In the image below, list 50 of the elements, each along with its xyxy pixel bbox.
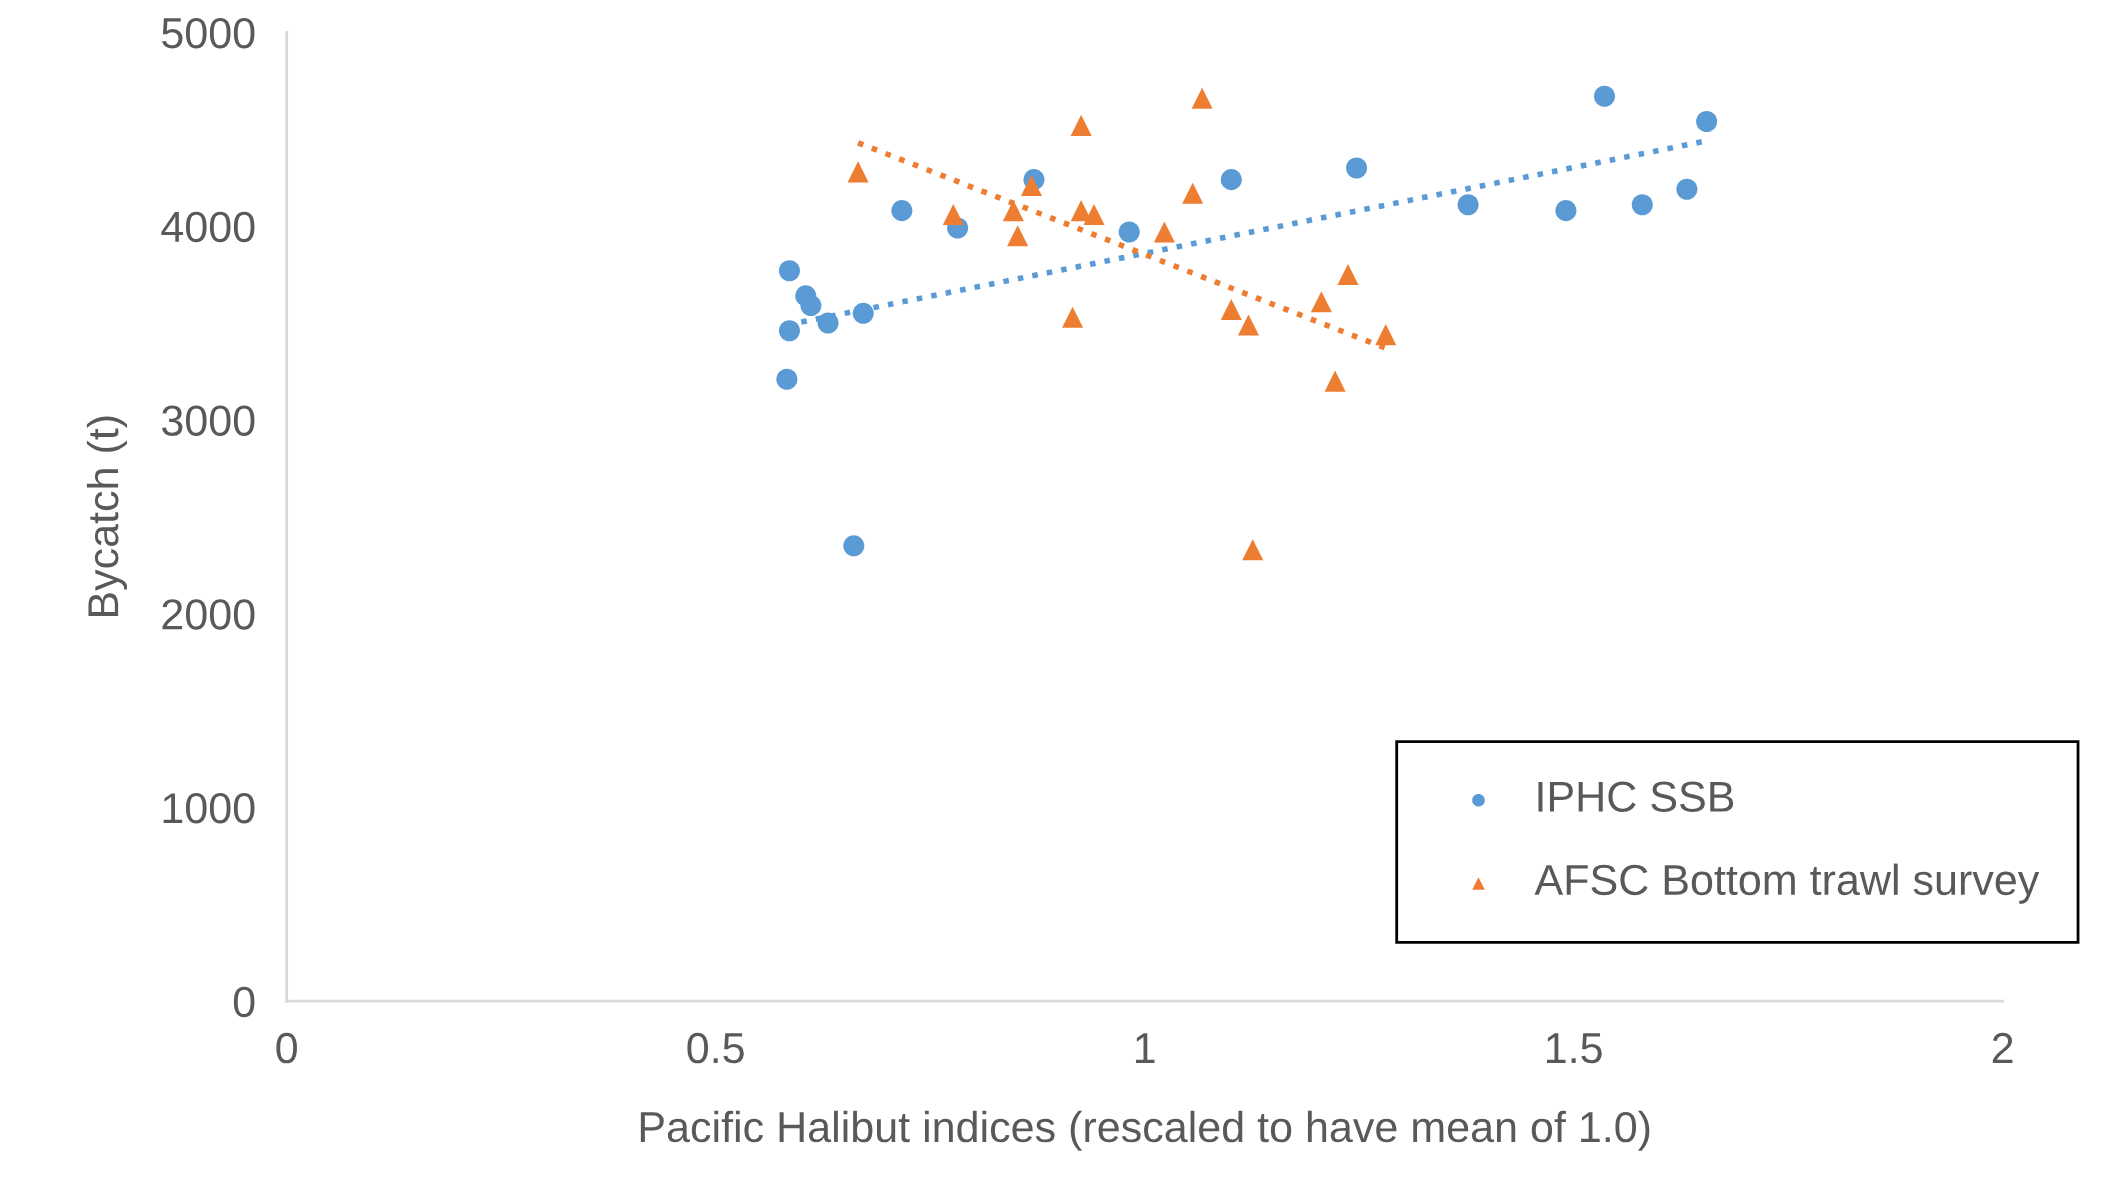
point <box>1593 85 1616 107</box>
y-tick-label: 0 <box>233 986 255 1018</box>
point <box>942 203 964 226</box>
x-tick-label: 1.5 <box>1546 1033 1602 1064</box>
point <box>1375 324 1397 346</box>
point <box>778 260 800 282</box>
x-tick-label: 0.5 <box>687 1032 744 1064</box>
point <box>1337 264 1359 286</box>
y-tick-label: 1000 <box>163 792 255 824</box>
point <box>1346 157 1368 179</box>
point <box>1310 291 1332 313</box>
y-axis-title: Bycatch (t) <box>86 416 128 617</box>
point <box>891 200 913 222</box>
point <box>1324 370 1346 392</box>
point <box>852 302 874 324</box>
legend-label: AFSC Bottom trawl survey <box>1534 863 2040 904</box>
point <box>1118 221 1140 243</box>
point <box>1242 539 1264 561</box>
point <box>1220 169 1242 191</box>
point <box>778 320 800 342</box>
point <box>1070 114 1092 136</box>
point <box>776 368 798 390</box>
point <box>1676 178 1698 200</box>
point <box>1002 200 1024 222</box>
x-tick-label: 2 <box>1992 1032 2013 1063</box>
point <box>1631 194 1653 216</box>
point <box>847 161 869 183</box>
point <box>1020 174 1042 196</box>
point <box>1457 194 1479 216</box>
point <box>1191 87 1213 109</box>
y-tick-label: 3000 <box>162 405 255 436</box>
y-tick-label: 2000 <box>162 599 255 630</box>
point <box>800 295 822 317</box>
point <box>1220 298 1242 320</box>
point <box>843 535 865 557</box>
point <box>1062 306 1084 328</box>
point <box>1237 314 1259 336</box>
y-tick-label: 5000 <box>162 17 255 49</box>
point <box>1007 225 1029 247</box>
y-tick-label: 4000 <box>161 211 255 243</box>
x-tick-label: 1 <box>1135 1033 1155 1063</box>
point <box>1182 182 1204 204</box>
point <box>1083 203 1105 226</box>
point <box>1696 110 1718 133</box>
point <box>1153 221 1175 243</box>
x-axis-title: Pacific Halibut indices (rescaled to have mean of 1.0) <box>640 1110 1650 1151</box>
x-tick-label: 0 <box>276 1032 297 1064</box>
point <box>817 312 839 334</box>
point <box>1555 200 1577 222</box>
legend-label: IPHC SSB <box>1538 781 1734 813</box>
